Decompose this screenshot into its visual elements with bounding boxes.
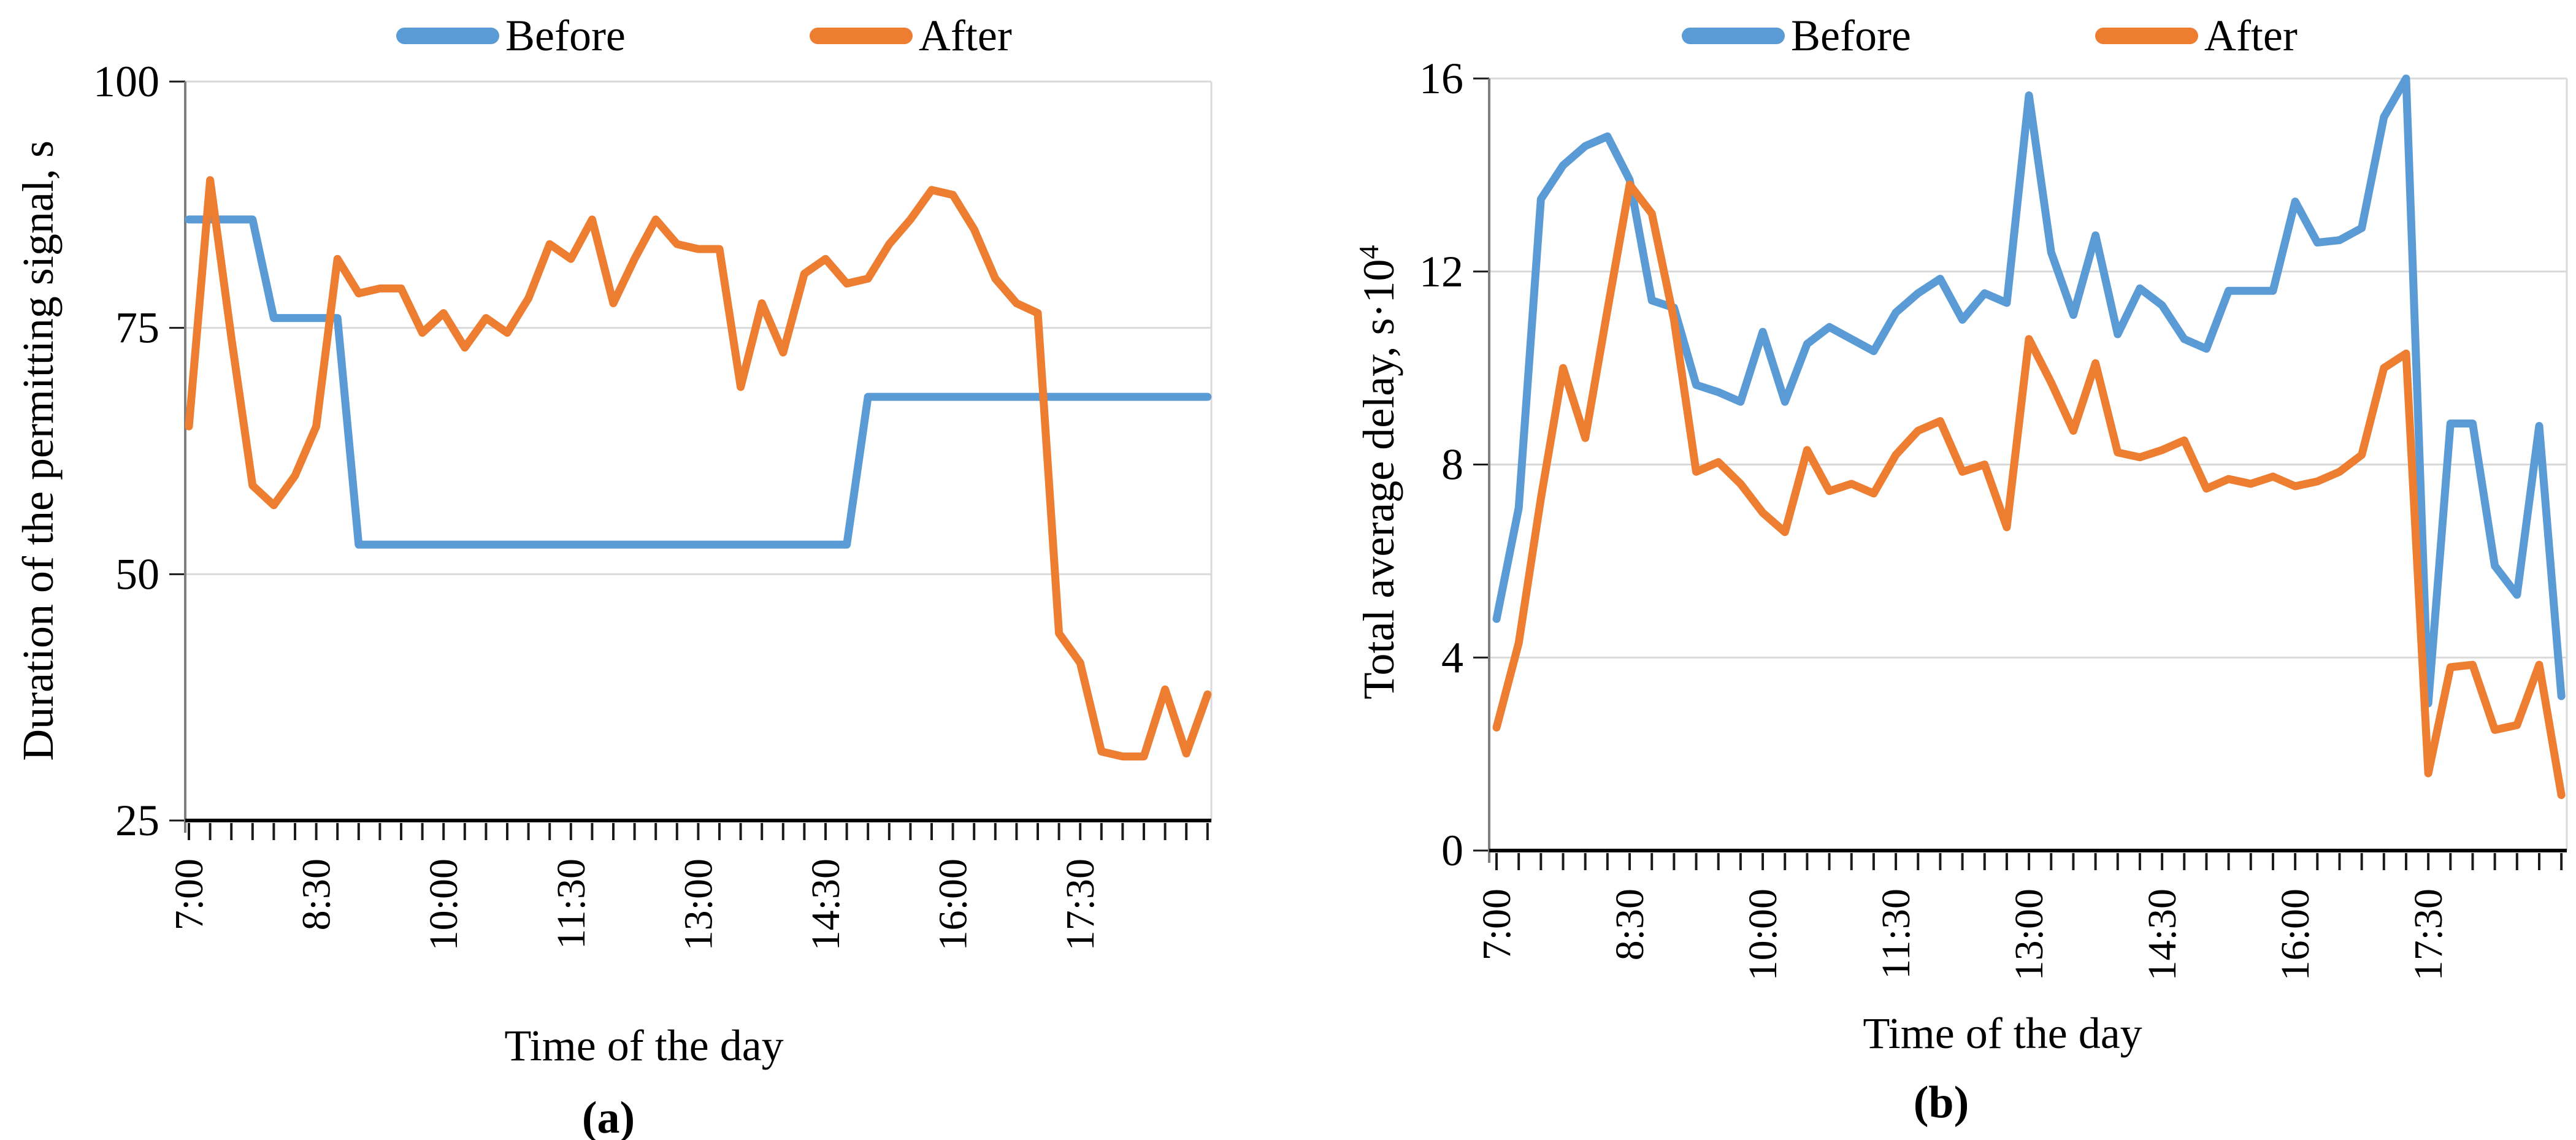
x-tick-label-b-13:00: 13:00 [2007,889,2052,981]
y-tick-label-b-16: 16 [1419,54,1463,103]
y-axis-title-text-b: Total average delay, s·10 [1354,259,1403,700]
after-line-swatch [2095,27,2198,44]
legend-label-before: Before [1791,11,1911,60]
x-tick-label-b-16:00: 16:00 [2273,889,2318,981]
legend-label-before: Before [505,11,626,60]
y-tick-label-b-12: 12 [1419,247,1463,296]
legend-label-after: After [2204,11,2298,60]
before-series-line-a [185,215,1212,549]
x-tick-label-b-10:00: 10:00 [1741,889,1785,981]
y-tick-label-b-0: 0 [1441,826,1463,875]
legend-item-after-a: After [809,11,1012,60]
x-tick-label-a-17:30: 17:30 [1058,859,1103,951]
x-tick-label-b-7:00: 7:00 [1474,889,1519,960]
before-line-swatch [1682,27,1785,44]
x-tick-label-a-16:00: 16:00 [931,859,976,951]
legend-item-after-b: After [2095,13,2298,58]
legend-panel-b: Before After [1682,10,2298,61]
legend-item-before-b: Before [1682,13,1911,58]
y-tick-label-a-50: 50 [115,549,159,599]
y-axis-title-text-a: Duration of the permitting signal, s [13,140,63,761]
panel-label-b: (b) [1913,1077,1969,1128]
y-axis-title-panel-b: Total average delay, s·104 [1353,245,1403,700]
legend-label-after: After [918,11,1012,60]
y-tick-label-b-4: 4 [1441,633,1463,682]
x-tick-label-b-17:30: 17:30 [2406,889,2451,981]
before-series-line-b [1492,74,2566,708]
y-tick-label-b-8: 8 [1441,440,1463,489]
x-tick-label-b-8:30: 8:30 [1608,889,1652,960]
x-tick-label-a-7:00: 7:00 [167,859,212,930]
x-tick-label-a-13:00: 13:00 [676,859,721,951]
legend-panel-a: Before After [396,10,1012,61]
after-series-line-a [185,176,1212,761]
after-line-swatch [809,27,913,44]
legend-item-before-a: Before [396,13,626,58]
x-axis-title-panel-b: Time of the day [1863,1009,2142,1058]
y-axis-title-sup-b: 4 [1353,245,1384,259]
after-series-line-b [1492,180,2566,800]
before-line-swatch [396,27,499,44]
x-axis-title-panel-a: Time of the day [504,1021,784,1070]
x-tick-label-b-14:30: 14:30 [2140,889,2185,981]
y-tick-label-a-100: 100 [93,57,159,106]
x-tick-label-a-14:30: 14:30 [803,859,848,951]
y-axis-title-panel-a: Duration of the permitting signal, s [13,140,63,761]
panel-label-a: (a) [581,1093,635,1140]
x-tick-label-a-10:00: 10:00 [421,859,466,951]
y-tick-label-a-75: 75 [115,304,159,353]
x-tick-label-b-11:30: 11:30 [1874,889,1919,979]
x-tick-label-a-11:30: 11:30 [549,859,594,949]
y-tick-label-a-25: 25 [115,796,159,845]
x-tick-label-a-8:30: 8:30 [294,859,339,930]
